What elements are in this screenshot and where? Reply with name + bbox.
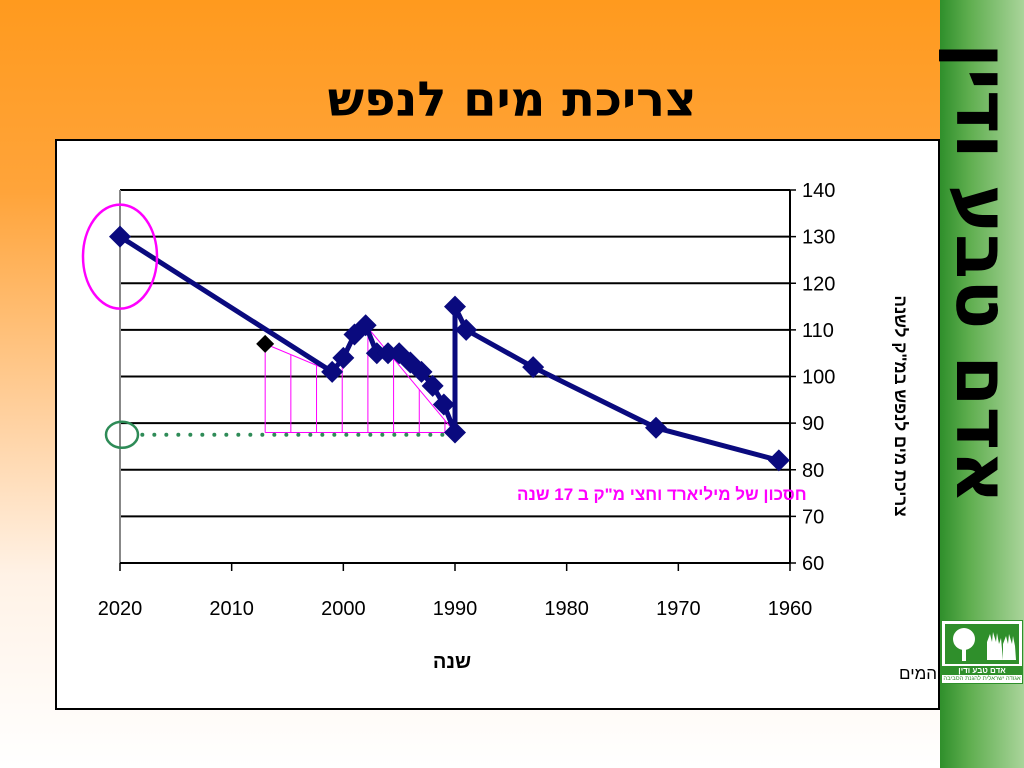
data-point-1990-115 [444, 295, 466, 318]
data-point-1990-88 [444, 421, 466, 444]
extra-data-point [256, 334, 275, 353]
data-point-1992-98 [421, 374, 444, 397]
logo-text: אדם טבע ודין [942, 666, 1022, 675]
data-point-1994-103 [399, 351, 422, 374]
data-point-1996-105 [377, 342, 399, 365]
chart-panel: 60 70 80 90 100 110 120 130 140 2020 2010 2000 1990 1… [55, 139, 942, 710]
savings-region [264, 324, 456, 433]
y-tick-label-90: 90 [802, 413, 824, 435]
y-tick-label-120: 120 [802, 273, 835, 295]
data-point-1972-89 [645, 416, 667, 439]
y-tick-label-70: 70 [802, 506, 824, 528]
x-tick-label-1970: 1970 [656, 598, 701, 620]
data-point-1998-111 [354, 314, 377, 337]
y-tick-label-110: 110 [802, 320, 834, 342]
x-axis-title: שנה [433, 651, 471, 673]
data-point-1961-82 [767, 449, 790, 472]
data-point-1997-105 [365, 342, 388, 365]
x-tick-label-2020: 2020 [98, 598, 143, 620]
slide-title: צריכת מים לנפש [327, 72, 697, 128]
data-point-2001-101 [321, 360, 344, 383]
data-point-1991-94 [432, 393, 455, 416]
x-tick-label-2010: 2010 [209, 598, 254, 620]
data-point-2000-104 [332, 346, 355, 369]
tick-labels: 60 70 80 90 100 110 120 130 140 2020 2010 2000 1990 1… [98, 180, 836, 620]
series-line [118, 234, 780, 463]
dotted-line-start-circle [104, 420, 140, 450]
data-point-1989-110 [455, 318, 478, 341]
dotted-baseline [104, 420, 457, 450]
highlight-ellipse [81, 203, 159, 310]
logo-tree-icon [945, 624, 983, 664]
source-note: נתוני נציבות המים [899, 664, 942, 683]
y-tick-label-60: 60 [802, 553, 824, 575]
logo-hands-icon [981, 624, 1019, 664]
data-point-1983-102 [522, 356, 545, 379]
organization-logo: אדם טבע ודין אגודה ישראלית להגנת הסביבה [941, 620, 1023, 684]
y-axis-title: צריכת מים לנפש במ"ק לשנה [891, 295, 910, 516]
y-tick-label-140: 140 [802, 180, 835, 202]
y-tick-label-80: 80 [802, 460, 824, 482]
series-line-group [109, 225, 790, 472]
axes [119, 189, 796, 571]
overlays [81, 203, 275, 353]
y-tick-label-100: 100 [802, 367, 835, 389]
x-tick-label-1960: 1960 [768, 598, 813, 620]
x-tick-label-2000: 2000 [321, 598, 366, 620]
x-tick-label-1980: 1980 [544, 598, 589, 620]
data-point-1993-101 [410, 360, 433, 383]
savings-annotation: חסכון של מיליארד וחצי מ"ק ב 17 שנה [517, 485, 807, 504]
data-point-2020-130 [109, 225, 131, 248]
x-tick-label-1990: 1990 [433, 598, 478, 620]
logo-subtext: אגודה ישראלית להגנת הסביבה [943, 676, 1021, 682]
y-tick-label-130: 130 [802, 227, 835, 249]
chart-svg: 60 70 80 90 100 110 120 130 140 2020 2010 2000 1990 1… [81, 180, 942, 683]
